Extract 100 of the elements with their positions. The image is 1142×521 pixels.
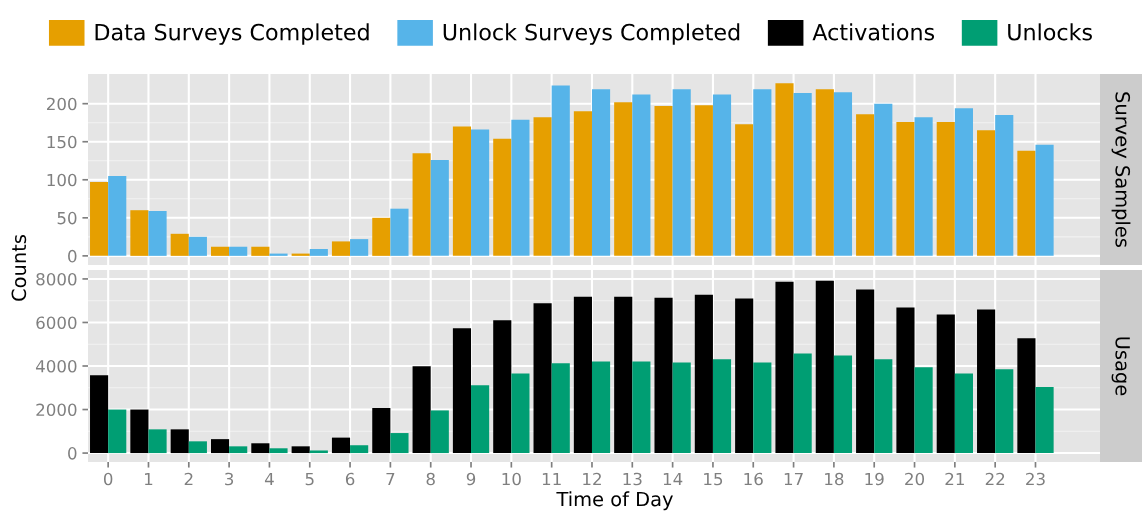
bar xyxy=(753,89,772,256)
x-tick-label: 3 xyxy=(225,472,234,486)
bar xyxy=(493,320,512,454)
bar xyxy=(977,130,996,256)
bar xyxy=(170,429,189,454)
bar xyxy=(350,239,369,256)
x-tick-label: 12 xyxy=(583,472,601,486)
bar xyxy=(775,281,794,454)
bar xyxy=(694,105,713,256)
bar xyxy=(430,410,449,454)
bar xyxy=(471,385,490,454)
bar xyxy=(1035,387,1054,454)
bar xyxy=(452,328,472,454)
bar xyxy=(551,363,570,454)
x-tick-label: 17 xyxy=(784,472,803,486)
bar xyxy=(188,236,207,256)
x-tick-label: 4 xyxy=(264,472,274,486)
bar xyxy=(148,210,167,256)
y-tick-label: 100 xyxy=(47,173,77,187)
x-tick-label: 0 xyxy=(103,472,113,486)
bar xyxy=(148,429,167,454)
bar xyxy=(130,409,149,454)
x-tick-label: 14 xyxy=(663,472,683,486)
bar xyxy=(188,441,207,454)
x-tick-label: 18 xyxy=(825,472,844,486)
y2-axis-title: Survey Samples xyxy=(1111,92,1131,247)
bar xyxy=(954,373,973,454)
bar xyxy=(430,159,449,256)
bar xyxy=(672,362,691,454)
bar xyxy=(815,89,834,256)
legend-label: Data Surveys Completed xyxy=(95,23,369,45)
bar xyxy=(90,375,109,454)
bar xyxy=(896,307,915,454)
bar xyxy=(936,121,955,256)
bar xyxy=(269,448,288,454)
legend-label: Unlock Surveys Completed xyxy=(443,23,740,45)
y-tick-label: 6000 xyxy=(36,316,77,330)
x-tick-label: 15 xyxy=(704,472,723,486)
bar xyxy=(210,246,230,256)
bar xyxy=(753,362,772,454)
bar xyxy=(856,114,875,256)
bar xyxy=(793,353,812,454)
bar xyxy=(251,246,270,256)
x-tick-label: 11 xyxy=(542,472,561,486)
x-tick-label: 7 xyxy=(386,472,395,486)
bar xyxy=(995,115,1014,256)
x-tick-label: 8 xyxy=(426,472,435,486)
bar xyxy=(874,103,893,256)
y-tick-label: 200 xyxy=(46,97,77,111)
y-tick-label: 0 xyxy=(68,249,77,263)
bar xyxy=(309,249,328,256)
x-tick-label: 16 xyxy=(744,472,763,486)
y-tick-label: 50 xyxy=(57,211,77,225)
bar xyxy=(735,298,754,454)
bar xyxy=(372,217,391,256)
bar xyxy=(331,241,351,256)
bar xyxy=(372,408,391,454)
y2-axis-title: Usage xyxy=(1111,337,1130,396)
bar xyxy=(833,355,853,454)
bar xyxy=(632,94,651,256)
bar xyxy=(452,126,472,256)
y-tick-label: 8000 xyxy=(36,272,77,286)
bar xyxy=(229,246,248,256)
bar xyxy=(229,446,248,454)
bar xyxy=(533,117,552,256)
bar xyxy=(632,361,651,454)
bar xyxy=(331,437,351,454)
x-axis-title: Time of Day xyxy=(556,491,673,511)
x-tick-label: 10 xyxy=(502,472,521,486)
bar xyxy=(350,445,369,454)
x-tick-label: 13 xyxy=(623,472,642,486)
bar xyxy=(130,210,149,256)
x-tick-label: 9 xyxy=(466,472,476,486)
x-tick-label: 22 xyxy=(985,472,1005,486)
bar xyxy=(309,450,328,454)
bar xyxy=(936,314,955,454)
bar xyxy=(874,359,893,454)
x-tick-label: 5 xyxy=(305,472,314,486)
bar xyxy=(815,280,834,454)
bar xyxy=(995,369,1014,454)
bar xyxy=(654,105,673,256)
bar xyxy=(914,367,933,454)
bar xyxy=(269,253,288,256)
bar xyxy=(390,433,409,454)
bar xyxy=(90,182,109,256)
bar xyxy=(712,94,732,256)
y-tick-label: 0 xyxy=(68,447,77,460)
y-tick-label: 2000 xyxy=(36,403,77,417)
x-tick-label: 23 xyxy=(1026,472,1045,486)
legend-label: Activations xyxy=(812,23,935,41)
bar xyxy=(614,296,633,454)
bar xyxy=(390,208,409,256)
y-tick-label: 4000 xyxy=(35,359,77,373)
bar xyxy=(833,92,853,256)
bar xyxy=(614,102,633,256)
x-tick-label: 20 xyxy=(905,472,925,486)
bar xyxy=(533,303,552,454)
bar xyxy=(712,359,732,454)
legend-label: Unlocks xyxy=(1008,23,1092,41)
bar xyxy=(954,108,973,256)
